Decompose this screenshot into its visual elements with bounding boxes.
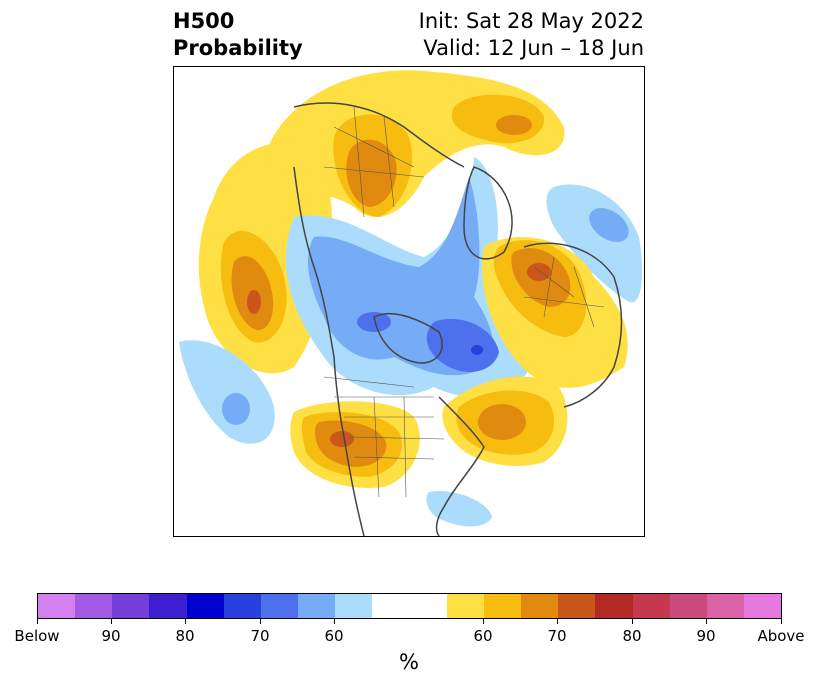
coastline-hudson [373,312,443,364]
coastline-asia-north [293,102,465,168]
colorbar-segment [446,594,484,618]
colorbar-tick [37,619,38,624]
colorbar-segment [149,594,187,618]
colorbar-segment [186,594,224,618]
colorbar-tick-label: 70 [250,627,270,645]
colorbar-tick-label: 60 [324,627,344,645]
colorbar-segment [483,594,522,618]
borders-layer [323,106,605,498]
title-type: Probability [173,36,303,60]
colorbar-tick-label: 90 [101,627,121,645]
anomaly-below-gulf [426,491,492,527]
colorbar-segment [335,594,373,618]
colorbar-tick-label: Above [757,627,805,645]
colorbar-tick [632,619,633,624]
colorbar-tick [557,619,558,624]
colorbar [37,593,782,619]
colorbar-tick-label: 80 [175,627,195,645]
colorbar-segment [743,594,782,618]
colorbar-tick-label: Below [14,627,60,645]
colorbar-segment [409,594,447,618]
colorbar-tick [185,619,186,624]
coastline-eurasia [523,242,623,408]
init-date: Init: Sat 28 May 2022 [418,9,644,33]
colorbar-segment [372,594,410,618]
colorbar-segment [112,594,150,618]
anomaly-below-hudson [426,318,499,372]
anomaly-above-europe-peak [527,263,551,281]
colorbar-segment [632,594,670,618]
coastlines-layer [293,102,623,536]
border-lines-asia [323,106,425,218]
anomaly-above-atlantic-peak [478,404,526,440]
coastline-north-america-west [293,166,365,536]
colorbar-tick-label: 80 [622,627,642,645]
colorbar-segment [260,594,299,618]
title-right: Init: Sat 28 May 2022 Valid: 12 Jun – 18… [419,8,644,62]
colorbar-segment [38,594,76,618]
border-lines-europe [523,256,605,328]
colorbar-segment [669,594,707,618]
colorbar-tick-label: 60 [473,627,493,645]
map-svg [179,70,642,536]
anomaly-below-hudson-peak [471,345,483,355]
anomaly-below-pole [357,312,391,332]
colorbar-tick [483,619,484,624]
colorbar-segment [558,594,596,618]
colorbar-unit-label: % [399,650,419,674]
colorbar-tick [334,619,335,624]
coastline-east [435,396,485,536]
shading-layer [179,70,642,527]
valid-range: Valid: 12 Jun – 18 Jun [423,36,644,60]
coastline-greenland [463,166,513,260]
colorbar-segment [75,594,113,618]
colorbar-segment [595,594,633,618]
anomaly-below-eurasia-core [589,207,629,243]
anomaly-below-ne-pacific-core [222,393,250,425]
probability-map [173,66,645,537]
title-left: H500 Probability [173,8,303,62]
anomaly-above-arctic-core [496,115,532,135]
colorbar-segment [706,594,744,618]
colorbar-tick [706,619,707,624]
colorbar-tick [111,619,112,624]
colorbar-tick [781,619,782,624]
anomaly-above-west-pacific-peak [247,290,261,314]
colorbar-segment [521,594,559,618]
border-lines-us [323,376,445,498]
anomaly-above-western-us-peak [330,431,354,447]
anomaly-below-eurasia [546,184,642,303]
colorbar-segment [223,594,261,618]
anomaly-below-ne-pacific [179,340,275,444]
title-variable: H500 [173,9,235,33]
colorbar-tick-label: 90 [696,627,716,645]
colorbar-segment [298,594,336,618]
colorbar-tick-label: 70 [547,627,567,645]
colorbar-tick [260,619,261,624]
anomaly-above-siberia-core2 [346,139,397,207]
